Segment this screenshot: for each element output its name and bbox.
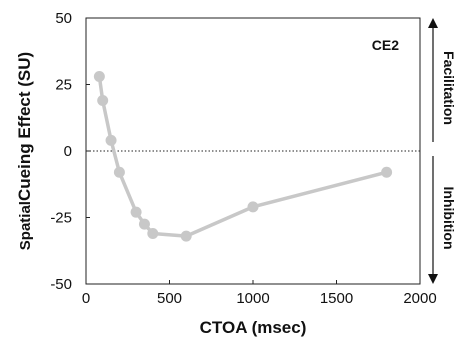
condition-label: CE2: [372, 37, 399, 53]
inhibition-arrow-head-icon: [428, 274, 438, 284]
facilitation-arrow-head-icon: [428, 18, 438, 28]
svg-text:SpatialCueing Effect (SU): SpatialCueing Effect (SU): [15, 52, 34, 250]
y-tick-label: 50: [55, 10, 72, 27]
plot-frame: [85, 17, 421, 285]
data-point: [147, 227, 159, 239]
inhibition-label: Inhibition: [441, 187, 456, 250]
y-axis-title-prefix: Spatial: [17, 201, 34, 250]
x-tick-label: 2000: [403, 290, 436, 307]
y-axis-title: SpatialCueing Effect (SU): [15, 52, 34, 250]
data-point: [130, 206, 142, 218]
x-tick-label: 500: [157, 290, 182, 307]
facilitation-label: Facilitation: [441, 51, 456, 125]
y-tick-label: -25: [50, 210, 72, 227]
data-point: [381, 166, 393, 178]
data-point: [180, 230, 192, 242]
x-tick-label: 1000: [236, 290, 269, 307]
data-point: [138, 218, 150, 230]
data-point: [97, 94, 109, 106]
data-point: [247, 201, 259, 213]
data-series: [93, 71, 393, 242]
x-axis-title: CTOA (msec): [200, 318, 307, 337]
data-point: [113, 166, 125, 178]
x-tick-label: 0: [82, 290, 90, 307]
series-line: [97, 76, 388, 238]
data-point: [93, 71, 105, 83]
y-tick-label: -50: [50, 276, 72, 293]
x-tick-label: 1500: [320, 290, 353, 307]
y-tick-label: 25: [55, 77, 72, 94]
y-tick-label: 0: [64, 143, 72, 160]
y-axis-title-main: Cueing Effect (SU): [15, 52, 34, 201]
data-point: [105, 134, 117, 146]
axis-ticks: 0 500 1000 1500 2000 -50 -25 0 25 50: [50, 10, 436, 307]
